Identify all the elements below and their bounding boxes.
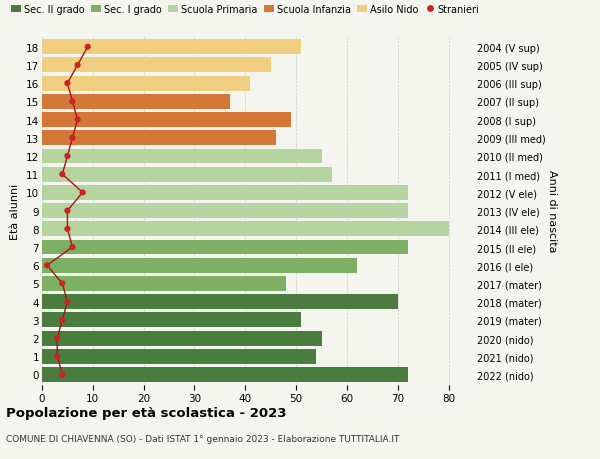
Point [68,135,77,142]
Point [62,298,72,306]
Legend: Sec. II grado, Sec. I grado, Scuola Primaria, Scuola Infanzia, Asilo Nido, Stran: Sec. II grado, Sec. I grado, Scuola Prim… [11,5,479,15]
Bar [42,149,322,164]
Point [62,207,72,215]
Bar [42,240,408,255]
Point [78,189,88,196]
Bar [42,58,271,73]
Point [58,371,67,378]
Point [52,353,62,360]
Bar [42,349,316,364]
Point [52,335,62,342]
Point [58,280,67,287]
Text: Popolazione per età scolastica - 2023: Popolazione per età scolastica - 2023 [6,406,287,419]
Bar [42,168,332,182]
Point [58,316,67,324]
Bar [42,258,357,273]
Bar [42,295,398,309]
Bar [42,313,301,328]
Point [68,98,77,106]
Bar [42,367,408,382]
Bar [42,77,250,91]
Y-axis label: Anni di nascita: Anni di nascita [547,170,557,252]
Bar [42,113,291,128]
Y-axis label: Età alunni: Età alunni [10,183,20,239]
Point [58,171,67,179]
Bar [42,222,449,237]
Bar [42,276,286,291]
Bar [42,204,408,218]
Bar [42,131,276,146]
Point [73,62,82,69]
Bar [42,185,408,201]
Point [62,153,72,160]
Point [62,226,72,233]
Bar [42,95,230,110]
Point [68,244,77,251]
Bar [42,331,322,346]
Text: COMUNE DI CHIAVENNA (SO) - Dati ISTAT 1° gennaio 2023 - Elaborazione TUTTITALIA.: COMUNE DI CHIAVENNA (SO) - Dati ISTAT 1°… [6,434,400,443]
Point [73,117,82,124]
Point [62,80,72,88]
Point [42,262,52,269]
Point [83,44,92,51]
Bar [42,40,301,55]
